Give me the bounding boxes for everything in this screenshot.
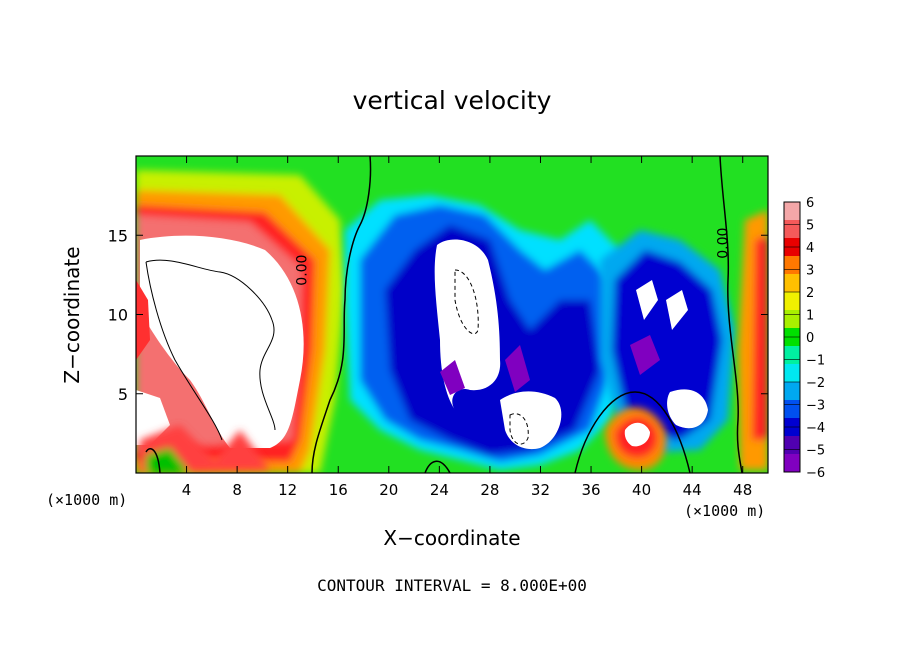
contour-label: 0.00 (295, 255, 311, 286)
downdraft-core-right-1 (636, 280, 658, 320)
updraft-core-left (140, 235, 304, 448)
colorbar-swatch (784, 346, 800, 365)
zero-contour-left (311, 156, 372, 473)
x-tick-label: 16 (329, 481, 348, 499)
x-tick-label: 8 (232, 481, 242, 499)
colorbar-swatch (784, 292, 800, 311)
colorbar-swatch (784, 220, 800, 239)
downdraft-core-right-3 (667, 389, 708, 429)
downdraft-core-right-2 (666, 290, 688, 330)
x-tick-label: 32 (531, 481, 550, 499)
colorbar-swatch (784, 436, 800, 455)
y-tick-label: 15 (108, 226, 128, 245)
contour-neg-lower (509, 413, 529, 445)
updraft-right-edge (738, 210, 768, 470)
colorbar-label: −5 (806, 444, 825, 459)
downdraft-core-lower (500, 391, 562, 450)
colorbar-label: 6 (806, 196, 814, 211)
contour-neg-center (454, 269, 479, 335)
zero-contour-bump (574, 391, 691, 473)
colorbar-swatch (784, 382, 800, 401)
edge-red-left (136, 280, 150, 360)
purple-patch-left (440, 360, 465, 395)
x-tick-label: 4 (182, 481, 192, 499)
contour-labels: 0.00 0.00 (295, 228, 732, 286)
contour-label: 0.00 (716, 228, 732, 259)
colorbar-label: 5 (806, 219, 814, 234)
x-tick-label: 36 (581, 481, 600, 499)
low-level-mix (140, 425, 270, 473)
contour-interval-note: CONTOUR INTERVAL = 8.000E+00 (317, 576, 587, 595)
x-axis: 4 8 12 16 20 24 28 32 36 40 44 48 (182, 156, 752, 499)
colorbar-label: 3 (806, 264, 814, 279)
colorbar-swatch (784, 364, 800, 383)
y-axis: 5 10 15 (108, 226, 768, 404)
colorbar-swatch (784, 256, 800, 275)
colorbar-label: −3 (806, 399, 825, 414)
colorbar-label: −6 (806, 466, 825, 481)
purple-patch-center (505, 345, 530, 392)
x-tick-label: 12 (278, 481, 297, 499)
zero-contour-small (424, 460, 451, 473)
y-tick-label: 5 (118, 385, 128, 404)
x-tick-label: 24 (430, 481, 449, 499)
x-tick-label: 20 (379, 481, 398, 499)
x-units-left: (×1000 m) (46, 491, 128, 509)
colorbar: 6 5 4 3 2 1 0 −1 −2 −3 −4 −5 −6 (783, 196, 825, 481)
x-axis-label: X−coordinate (383, 526, 521, 550)
colorbar-swatch (784, 400, 800, 419)
purple-patch-right (630, 335, 660, 375)
colorbar-label: −4 (806, 421, 825, 436)
x-units-right: (×1000 m) (684, 502, 766, 520)
colorbar-label: 4 (806, 241, 814, 256)
colorbar-swatch (784, 202, 800, 221)
chart-title: vertical velocity (352, 86, 552, 115)
x-tick-label: 48 (733, 481, 752, 499)
colorbar-swatch (784, 454, 800, 473)
colorbar-label: −1 (806, 354, 825, 369)
contour-bottom-left (145, 448, 161, 473)
x-tick-label: 28 (480, 481, 499, 499)
colorbar-label: 0 (806, 331, 814, 346)
velocity-field: 0.00 0.00 (136, 156, 768, 473)
updraft-bump-core (624, 422, 650, 447)
contour-8-left-b (145, 261, 223, 441)
x-tick-label: 40 (632, 481, 651, 499)
colorbar-label: 2 (806, 286, 814, 301)
zero-contour-right (719, 156, 743, 473)
colorbar-swatch (784, 274, 800, 293)
colorbar-label: 1 (806, 309, 814, 324)
colorbar-swatch (784, 310, 800, 329)
x-tick-label: 44 (683, 481, 702, 499)
y-axis-label: Z−coordinate (60, 246, 84, 384)
contour-8-left (145, 259, 276, 431)
y-tick-label: 10 (108, 306, 128, 325)
updraft-core-left-bottom (136, 390, 170, 445)
colorbar-label: −2 (806, 376, 825, 391)
